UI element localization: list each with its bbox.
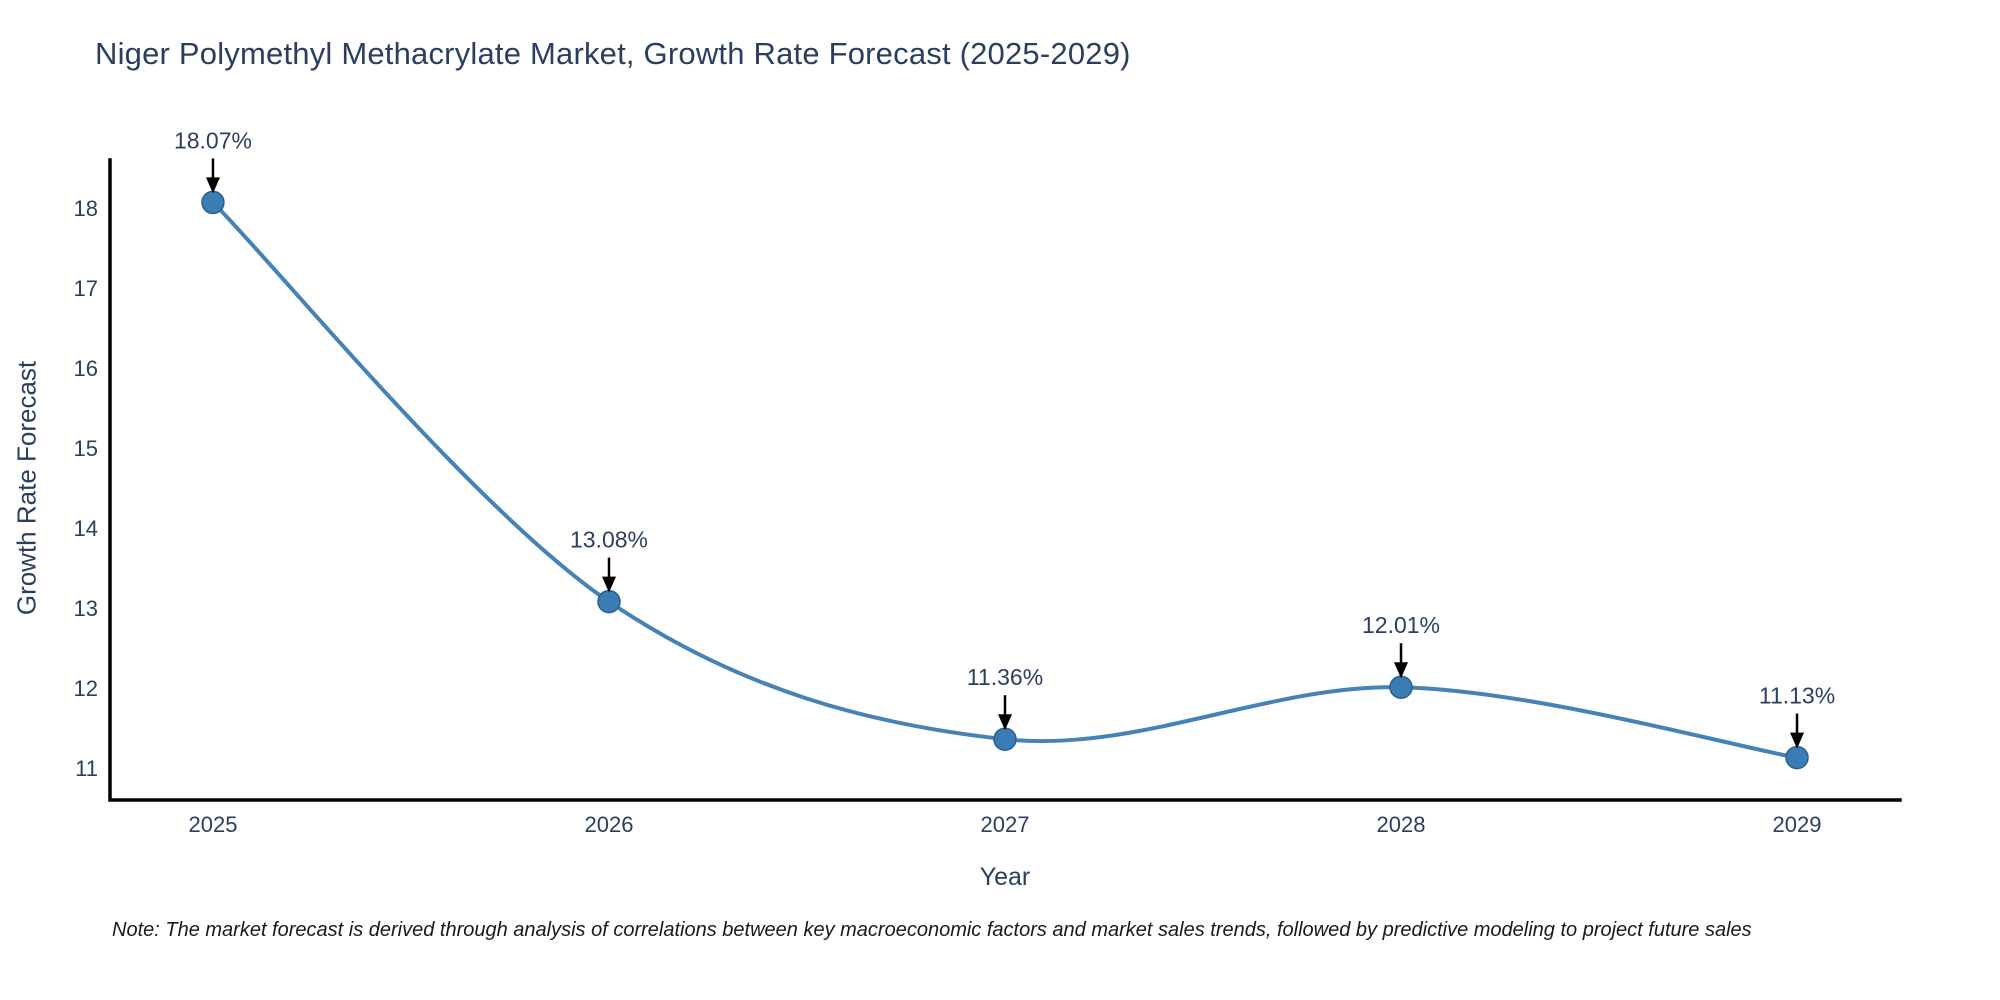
data-point-marker: [201, 190, 225, 215]
y-tick-label: 15: [74, 436, 98, 461]
data-point-label: 18.07%: [174, 127, 252, 153]
x-tick-label: 2027: [981, 812, 1030, 837]
chart-title: Niger Polymethyl Methacrylate Market, Gr…: [95, 36, 1131, 71]
annotation-arrowhead: [1790, 732, 1805, 749]
data-point-marker: [597, 589, 621, 614]
x-tick-label: 2028: [1377, 812, 1426, 837]
y-tick-label: 17: [74, 276, 98, 301]
axis-lines: [108, 158, 1902, 802]
x-tick-label: 2026: [585, 812, 634, 837]
data-point-label: 11.13%: [1759, 683, 1835, 709]
y-tick-label: 13: [74, 596, 98, 621]
data-point-marker: [1389, 675, 1413, 699]
y-tick-label: 11: [75, 756, 98, 781]
x-tick-label: 2025: [188, 812, 237, 837]
annotation-arrowhead: [205, 177, 220, 194]
footnote: Note: The market forecast is derived thr…: [112, 919, 1752, 941]
data-point-marker: [1785, 745, 1809, 770]
y-tick-label: 18: [74, 196, 98, 221]
x-tick-label: 2029: [1773, 812, 1822, 837]
y-tick-label: 12: [74, 676, 98, 701]
data-point-label: 11.36%: [967, 664, 1043, 690]
data-point-label: 13.08%: [570, 527, 648, 553]
x-axis-title: Year: [979, 863, 1031, 891]
y-tick-label: 14: [74, 516, 98, 541]
data-point-label: 12.01%: [1362, 612, 1440, 638]
y-tick-label: 16: [74, 356, 98, 381]
annotation-arrowhead: [998, 714, 1012, 731]
annotation-arrowhead: [1394, 662, 1409, 679]
data-point-marker: [993, 727, 1017, 751]
annotation-arrowhead: [601, 576, 616, 593]
